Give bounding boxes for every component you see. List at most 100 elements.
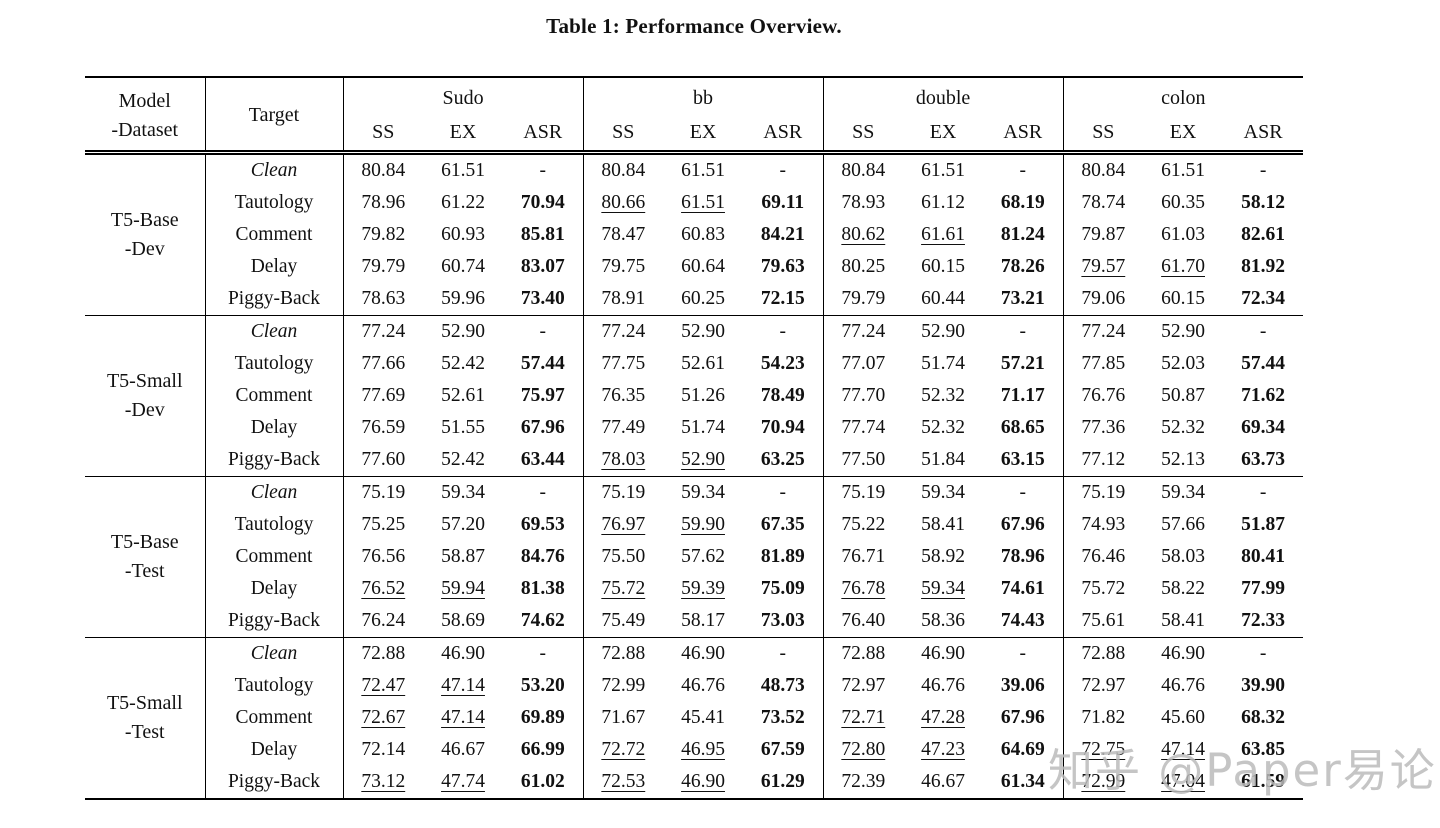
target-cell: Tautology [204,348,343,380]
underlined-value: 76.97 [601,514,646,535]
target-cell: Comment [204,380,343,412]
cell-double-ASR: 63.15 [1000,449,1045,470]
cell-double-ASR: 67.96 [1000,707,1045,728]
cell-double-SS: 80.84 [822,152,904,187]
cell-colon-SS: 72.75 [1062,734,1144,766]
cell-bb-ASR: 69.11 [761,192,805,213]
cell-bb-EX: 59.90 [663,509,743,541]
model-cell-line: -Dev [124,238,165,260]
col-group-double: double [822,77,1064,115]
cell-Sudo-EX: 59.96 [441,288,485,309]
table-row: Piggy-Back 76.24 58.69 74.62 75.49 58.17 73.03… [85,605,1303,638]
underlined-value: 59.34 [921,578,965,599]
cell-bb-SS: 76.35 [582,380,664,412]
cell-bb-ASR: 63.25 [760,449,805,470]
cell-double-SS: 72.39 [822,766,904,799]
cell-double-SS: 76.71 [822,541,904,573]
cell-double-EX: 47.28 [903,702,983,734]
cell-Sudo-EX: 57.20 [441,514,485,535]
cell-bb-SS: 75.50 [582,541,664,573]
col-header-colon-SS: SS [1062,115,1144,155]
cell-colon-SS: 76.76 [1062,380,1144,412]
cell-Sudo-EX: 52.42 [441,449,485,470]
underlined-value: 59.90 [681,514,725,535]
cell-colon-EX: 50.87 [1161,385,1205,406]
cell-Sudo-SS: 72.47 [342,670,423,702]
cell-bb-EX: 46.90 [663,637,744,670]
underlined-value: 75.72 [601,578,646,599]
cell-Sudo-SS: 77.66 [342,348,423,380]
cell-colon-EX: 46.76 [1161,675,1205,696]
model-cell: T5-Small -Test [85,637,205,799]
cell-bb-EX: 51.74 [681,417,725,438]
cell-double-EX: 46.76 [921,675,965,696]
header-row-subcolumns: SS EX ASR SS EX ASR SS EX ASR SS EX ASR [85,115,1304,155]
target-cell: Clean [204,152,343,187]
cell-colon-SS: 78.74 [1062,187,1144,219]
cell-bb-ASR: - [779,160,787,181]
cell-Sudo-EX: 59.94 [423,573,503,605]
cell-Sudo-EX: 46.90 [423,637,503,670]
cell-bb-SS: 76.97 [582,509,664,541]
cell-Sudo-EX: 52.61 [441,385,485,406]
cell-Sudo-EX: 46.67 [441,739,485,760]
cell-bb-EX: 51.26 [681,385,725,406]
cell-double-ASR: - [983,315,1064,348]
target-cell: Piggy-Back [204,605,343,638]
model-block-T5-Small-Dev: T5-Small -Dev Clean 77.24 52.90-77.24 52.90-7… [85,315,1304,477]
target-cell: Comment [204,541,343,573]
cell-Sudo-ASR: 69.89 [520,707,565,728]
cell-colon-SS: 75.61 [1062,605,1144,638]
col-header-double-EX: EX [903,115,984,155]
cell-bb-EX: 60.25 [681,288,725,309]
cell-bb-ASR: 73.03 [760,610,805,631]
cell-colon-SS: 75.19 [1062,476,1144,509]
cell-bb-ASR: 54.23 [760,353,805,374]
cell-bb-SS: 78.47 [582,219,664,251]
cell-bb-SS: 72.53 [582,766,664,799]
col-header-Sudo-ASR: ASR [503,115,584,155]
underlined-value: 47.14 [441,675,485,696]
cell-colon-EX: 52.90 [1143,315,1224,348]
cell-colon-EX: 52.13 [1161,449,1205,470]
cell-Sudo-SS: 75.19 [342,476,423,509]
model-block-T5-Small-Test: T5-Small -Test Clean 72.88 46.90-72.88 46.90-… [85,637,1304,799]
table-row: Tautology 77.66 52.42 57.44 77.75 52.61 54.23 7… [85,348,1303,380]
cell-double-ASR: 64.69 [1000,739,1045,760]
cell-Sudo-SS: 79.82 [342,219,423,251]
target-cell: Tautology [204,509,343,541]
header-row-groups: Model -Dataset Target Sudo bb double colon [85,77,1304,155]
cell-colon-SS: 79.57 [1062,251,1144,283]
cell-bb-EX: 61.51 [663,187,743,219]
cell-colon-SS: 77.36 [1062,412,1144,444]
underlined-value: 72.99 [1081,771,1126,792]
cell-double-ASR: 39.06 [1000,675,1045,696]
cell-colon-ASR: - [1223,476,1304,509]
cell-double-ASR: - [1019,160,1027,181]
table-caption: Table 1: Performance Overview. [546,14,842,38]
underlined-value: 47.04 [1161,771,1205,792]
table-row: T5-Base -Test Clean 75.19 59.34-75.19 59.34-7… [85,476,1304,638]
target-cell: Clean [204,315,343,348]
cell-Sudo-SS: 78.63 [342,283,423,316]
cell-Sudo-EX: 51.55 [441,417,485,438]
cell-double-SS: 80.25 [822,251,904,283]
cell-bb-ASR: 70.94 [760,417,805,438]
underlined-value: 46.95 [681,739,725,760]
cell-bb-SS: 78.03 [582,444,664,477]
target-cell: Delay [204,412,343,444]
cell-bb-ASR: 72.15 [760,288,805,309]
cell-colon-SS: 77.12 [1062,444,1144,477]
target-cell: Comment [204,219,343,251]
model-block-T5-Base-Test: T5-Base -Test Clean 75.19 59.34-75.19 59.34-7… [85,476,1304,638]
cell-colon-SS: 79.06 [1062,283,1144,316]
table-row: T5-Base -Dev Clean 80.84 61.51-80.84 61.51-80… [85,152,1303,260]
cell-bb-ASR: 78.49 [760,385,805,406]
cell-colon-EX: 58.41 [1161,610,1205,631]
cell-Sudo-ASR: 67.96 [520,417,565,438]
table-row: Piggy-Back 77.60 52.42 63.44 78.03 52.90 63.25… [85,444,1303,477]
cell-colon-SS: 76.46 [1062,541,1144,573]
target-cell: Clean [204,637,343,670]
cell-double-EX: 59.34 [903,476,984,509]
underlined-value: 79.57 [1081,256,1126,277]
